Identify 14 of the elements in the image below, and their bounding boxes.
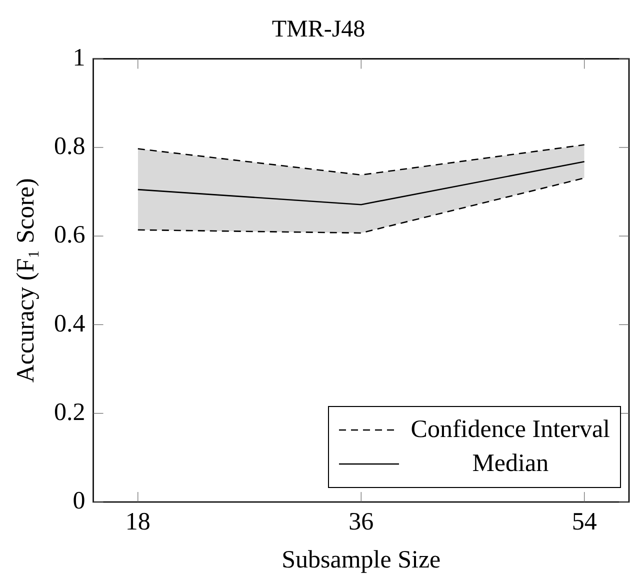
y-axis-title: Accuracy (F₁ Score): [12, 178, 40, 383]
y-tick-label: 1: [72, 44, 86, 72]
y-tick-label: 0: [72, 488, 86, 515]
x-tick-label: 18: [125, 508, 150, 536]
text: Median: [471, 449, 550, 479]
y-tick-label: 0.2: [54, 398, 86, 426]
legend-label: Confidence Interval: [410, 415, 610, 445]
y-tick-label: 0.4: [54, 310, 86, 338]
y-tick-label: 0.6: [54, 222, 86, 249]
chart-title: TMR-J48: [272, 16, 366, 43]
x-axis-title: Subsample Size: [282, 546, 441, 574]
y-tick-label: 0.8: [54, 133, 86, 160]
x-tick-label: 54: [572, 508, 598, 536]
x-tick-label: 36: [348, 508, 374, 536]
